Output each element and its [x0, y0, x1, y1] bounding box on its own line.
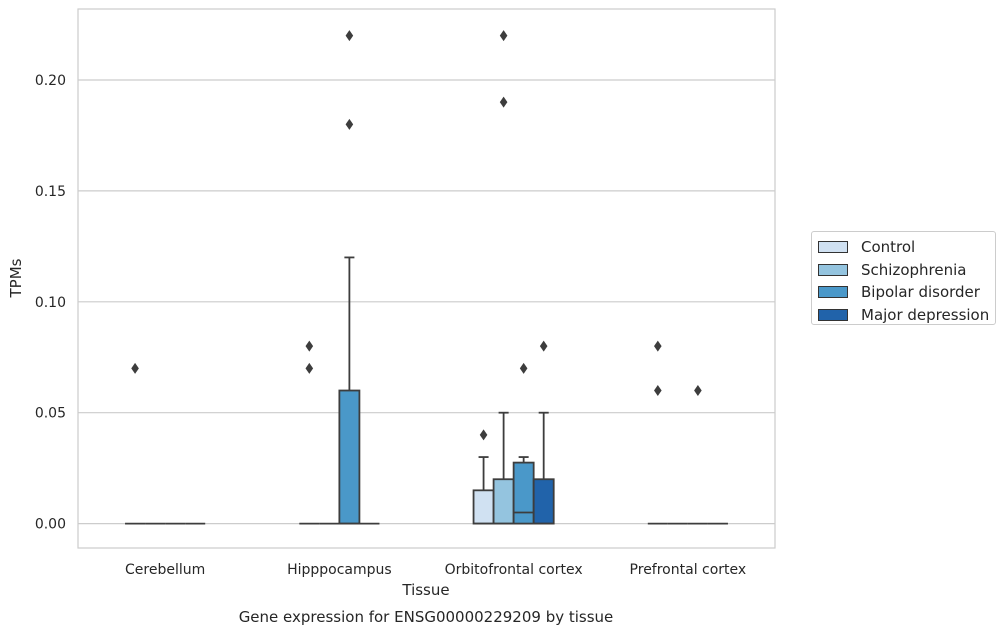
iqr-box	[472, 489, 495, 525]
iqr-box	[512, 461, 535, 525]
x-tick-label: Orbitofrontal cortex	[445, 562, 583, 578]
box-major-depression	[532, 340, 555, 525]
grid-lines	[78, 79, 775, 525]
outlier-point	[694, 385, 702, 397]
legend-item-major-depression: Major depression	[818, 304, 995, 327]
legend: Control Schizophrenia Bipolar disorder M…	[811, 231, 996, 325]
outlier-point	[654, 385, 662, 397]
legend-item-schizophrenia: Schizophrenia	[818, 259, 995, 282]
outlier-point	[305, 362, 314, 374]
legend-item-control: Control	[818, 236, 995, 259]
y-axis-ticks: 0.00 0.05 0.10 0.15 0.20	[35, 73, 66, 533]
legend-swatch-control	[818, 241, 848, 254]
outlier-point	[479, 429, 488, 441]
box-bipolar-disorder	[512, 362, 535, 525]
box-control	[125, 362, 146, 525]
iqr-box	[492, 478, 515, 525]
outlier-point	[499, 30, 508, 42]
outlier-point	[345, 118, 354, 130]
legend-label-control: Control	[861, 238, 916, 257]
legend-label-bipolar-disorder: Bipolar disorder	[861, 283, 980, 302]
outlier-point	[539, 340, 548, 352]
iqr-box	[532, 478, 555, 525]
outlier-point	[345, 30, 354, 42]
iqr-box	[338, 389, 361, 525]
outlier-point	[131, 362, 139, 374]
legend-swatch-bipolar-disorder	[818, 286, 848, 299]
legend-label-major-depression: Major depression	[861, 305, 990, 324]
chart-title: Gene expression for ENSG00000229209 by t…	[239, 608, 614, 626]
y-tick-label: 0.20	[35, 73, 66, 89]
legend-label-schizophrenia: Schizophrenia	[861, 260, 967, 279]
y-tick-label: 0.15	[35, 184, 66, 200]
legend-item-bipolar-disorder: Bipolar disorder	[818, 281, 995, 304]
outlier-point	[305, 340, 314, 352]
box-control	[647, 340, 668, 525]
box-bipolar-disorder	[338, 30, 361, 525]
y-tick-label: 0.00	[35, 517, 66, 533]
x-tick-label: Cerebellum	[125, 562, 205, 578]
legend-swatch-schizophrenia	[818, 263, 848, 276]
outlier-point	[499, 96, 508, 108]
legend-swatch-major-depression	[818, 308, 848, 321]
x-tick-label: Prefrontal cortex	[630, 562, 747, 578]
box-control	[299, 340, 320, 525]
outlier-point	[519, 362, 528, 374]
box-schizophrenia	[492, 30, 515, 525]
outlier-point	[654, 340, 662, 352]
y-tick-label: 0.05	[35, 406, 66, 422]
box-bipolar-disorder	[687, 385, 708, 525]
x-axis-label: Tissue	[401, 581, 449, 599]
y-axis-label: TPMs	[7, 258, 25, 298]
box-control	[472, 429, 495, 525]
x-axis-ticks: Cerebellum Hipppocampus Orbitofrontal cort…	[125, 562, 746, 578]
x-tick-label: Hipppocampus	[287, 562, 392, 578]
y-tick-label: 0.10	[35, 295, 66, 311]
plot-area-frame	[77, 8, 776, 549]
box-series	[125, 30, 728, 525]
